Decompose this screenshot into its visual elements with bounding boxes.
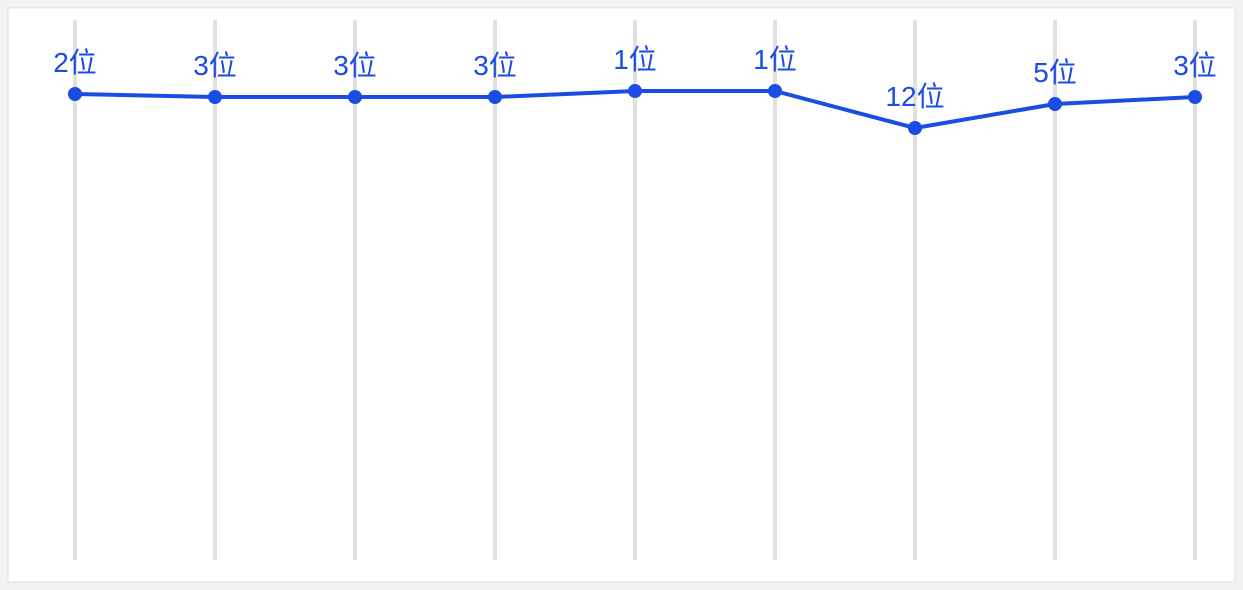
series-datalabel: 3位 bbox=[333, 50, 377, 81]
series-marker bbox=[768, 84, 782, 98]
chart-panel bbox=[8, 8, 1235, 582]
series-marker bbox=[1188, 90, 1202, 104]
series-datalabel: 2位 bbox=[53, 47, 97, 78]
series-datalabel: 1位 bbox=[613, 44, 657, 75]
ranking-line-chart: 2位 3位 3位 3位 1位 1位 12位 5位 3位 bbox=[0, 0, 1243, 590]
series-datalabel: 3位 bbox=[193, 50, 237, 81]
series-marker bbox=[908, 121, 922, 135]
series-datalabel: 3位 bbox=[1173, 50, 1217, 81]
series-marker bbox=[628, 84, 642, 98]
series-marker bbox=[208, 90, 222, 104]
series-datalabel: 5位 bbox=[1033, 57, 1077, 88]
series-datalabel: 1位 bbox=[753, 44, 797, 75]
series-datalabel: 3位 bbox=[473, 50, 517, 81]
series-marker bbox=[488, 90, 502, 104]
series-marker bbox=[68, 87, 82, 101]
series-marker bbox=[1048, 97, 1062, 111]
series-datalabel: 12位 bbox=[885, 81, 944, 112]
series-marker bbox=[348, 90, 362, 104]
